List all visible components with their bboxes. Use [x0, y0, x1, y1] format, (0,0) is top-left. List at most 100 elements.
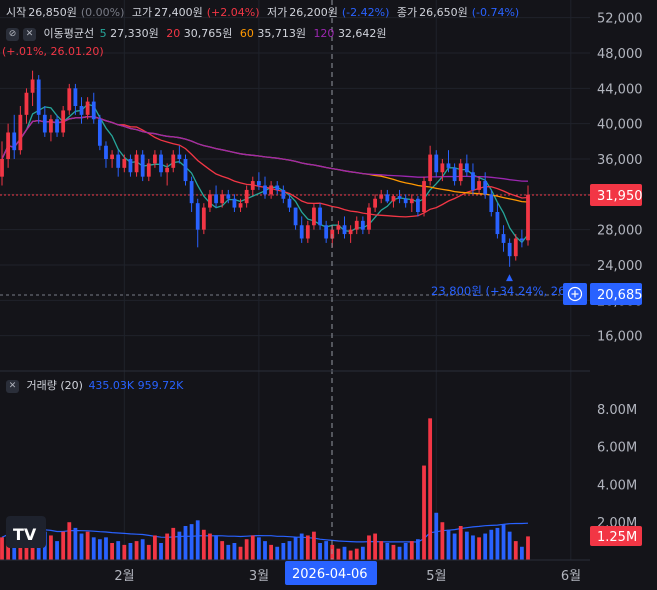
volume-bar [458, 526, 463, 560]
candle-body [140, 154, 145, 177]
volume-bar [55, 541, 59, 560]
candle-body [385, 194, 390, 202]
volume-bar [275, 546, 280, 560]
candle-body [55, 119, 59, 133]
candle-body [446, 163, 451, 168]
volume-bar [153, 535, 157, 560]
candle-body [452, 167, 457, 182]
volume-bar [501, 524, 506, 560]
ma-20-period: 20 [166, 27, 181, 40]
crosshair-date-badge [285, 561, 377, 585]
close-icon[interactable]: ✕ [6, 379, 19, 393]
candle-body [354, 220, 359, 230]
candle-body [299, 225, 304, 239]
candle-body [318, 207, 322, 226]
moving-average-lines [1, 103, 529, 244]
volume-bar [67, 522, 72, 560]
candle-body [30, 79, 35, 93]
volume-bar [324, 541, 329, 560]
volume-bar [201, 529, 206, 560]
candle-body [85, 101, 90, 115]
ma-legend[interactable]: ⊘ ✕ 이동평균선 5 27,330원 20 30,765원 60 35,713원… [6, 25, 391, 41]
volume-bar [495, 527, 500, 560]
volume-bars [0, 418, 530, 560]
volume-bar [250, 535, 255, 560]
tradingview-logo[interactable] [6, 516, 46, 548]
volume-bar [73, 527, 78, 560]
volume-value-2: 959.72K [137, 379, 184, 392]
candle-body [256, 181, 261, 186]
volume-bar [299, 533, 304, 560]
candle-body [116, 154, 121, 168]
volume-bar [360, 546, 365, 560]
candle-body [79, 106, 84, 115]
candle-body [440, 163, 445, 173]
candle-body [214, 194, 218, 204]
volume-bar [526, 536, 530, 560]
low-pct: (-2.42%) [341, 6, 390, 19]
high-label: 고가 [131, 6, 153, 19]
volume-bar [244, 539, 249, 560]
candle-body [287, 198, 292, 208]
volume-bar [446, 529, 451, 560]
candle-body [171, 154, 176, 168]
candle-body [519, 238, 524, 241]
open-value: 26,850원 [28, 6, 77, 19]
volume-bar [0, 537, 4, 560]
candle-body [416, 198, 420, 212]
volume-bar [238, 546, 243, 560]
volume-bar [305, 535, 310, 560]
volume-bar [391, 544, 396, 560]
volume-bar [434, 512, 439, 560]
volume-bar [336, 548, 341, 560]
tradingview-logo-glyph: TV [13, 525, 37, 544]
candle-body [312, 207, 316, 226]
time-tick-label: 5월 [426, 569, 446, 584]
eye-hidden-icon[interactable]: ⊘ [6, 27, 19, 41]
candle-body [501, 234, 506, 243]
volume-bar [489, 529, 494, 560]
volume-bar [208, 533, 212, 560]
price-tick-label: 52,000 [597, 12, 643, 27]
last-price-badge-text: 31,950 [597, 189, 643, 204]
volume-legend[interactable]: ✕ 거래량 (20) 435.03K 959.72K [6, 377, 183, 393]
candle-body [128, 159, 133, 173]
candle-body [495, 212, 500, 235]
volume-bar [110, 543, 114, 560]
time-tick-label: 6월 [561, 569, 581, 584]
volume-ma-line-path [1, 522, 529, 543]
last-volume-badge-text: 1.25M [597, 530, 637, 545]
candle-body [403, 198, 408, 204]
candle-body [195, 203, 200, 230]
price-tick-label: 16,000 [597, 330, 643, 345]
volume-bar [348, 550, 353, 560]
high-pct: (+2.04%) [206, 6, 260, 19]
time-axis[interactable]: 2월 3월 5월 6월 [114, 569, 581, 584]
volume-bar [128, 543, 133, 560]
volume-bar [507, 531, 512, 560]
volume-bar [177, 531, 182, 560]
candle-body [6, 132, 11, 159]
time-tick-label: 2월 [114, 569, 134, 584]
candle-body [422, 181, 426, 212]
candle-body [483, 181, 488, 195]
price-tick-label: 44,000 [597, 82, 643, 97]
volume-bar [159, 543, 163, 560]
volume-bar [226, 544, 231, 560]
candle-body [232, 198, 237, 208]
candle-body [61, 110, 66, 133]
candle-body [208, 194, 212, 208]
candle-body [507, 242, 512, 257]
candle-body [18, 114, 23, 151]
volume-bar [354, 548, 359, 560]
close-icon[interactable]: ✕ [23, 27, 36, 41]
candle-body [134, 154, 139, 173]
candle-body [159, 154, 163, 173]
volume-bar [373, 533, 377, 560]
volume-bar [452, 533, 457, 560]
ma-60-value: 35,713원 [257, 27, 306, 40]
volume-bar [232, 543, 237, 560]
min-marker-icon: ▲ [506, 273, 513, 283]
